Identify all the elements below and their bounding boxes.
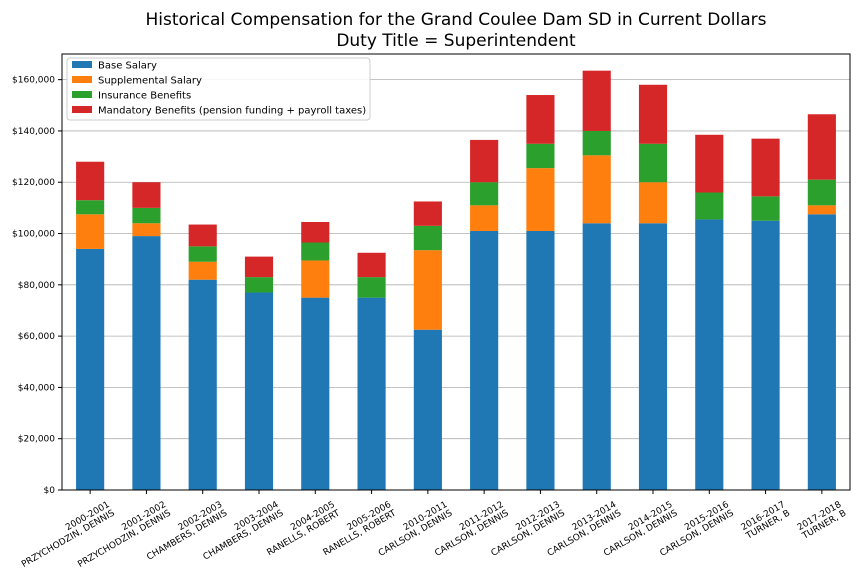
- bar-segment: [582, 223, 611, 491]
- plot-frame: [61, 53, 851, 491]
- bar-segment: [301, 260, 330, 298]
- legend-swatch: [72, 76, 92, 83]
- legend-label: Mandatory Benefits (pension funding + pa…: [98, 106, 366, 117]
- bar-segment: [695, 192, 724, 220]
- y-axis: $0 $20,000 $40,000 $60,000 $80,000 $100,000 $1…: [12, 76, 62, 496]
- legend-swatch: [72, 106, 92, 113]
- bar-segment: [695, 219, 724, 490]
- y-tick-label: $0: [44, 486, 56, 496]
- bar-segment: [807, 114, 836, 180]
- bar-segment: [413, 225, 442, 251]
- bar-segment: [132, 182, 161, 208]
- legend-label: Supplemental Salary: [98, 76, 202, 87]
- legend-label: Insurance Benefits: [98, 91, 191, 102]
- y-tick-label: $120,000: [12, 178, 55, 188]
- bar-segment: [301, 221, 330, 243]
- bar-segment: [751, 220, 780, 491]
- bar-segment: [76, 200, 105, 215]
- bar-segment: [807, 214, 836, 490]
- bar-segment: [188, 279, 217, 490]
- x-axis: 2000-2001PRZYCHODZIN, DENNIS 2001-2002PRZ…: [15, 490, 848, 570]
- bar-segment: [244, 292, 274, 490]
- y-tick-label: $160,000: [12, 76, 55, 86]
- bar-segment: [357, 252, 386, 278]
- bar-segment: [638, 223, 668, 491]
- bar-segment: [413, 250, 442, 330]
- y-tick-label: $140,000: [12, 127, 55, 137]
- bar-segment: [526, 143, 555, 169]
- bar-segment: [301, 297, 330, 490]
- bar-segment: [132, 236, 161, 490]
- bar-segment: [751, 196, 780, 221]
- y-tick-label: $80,000: [18, 281, 55, 291]
- legend: Base Salary Supplemental Salary Insurance …: [66, 57, 371, 121]
- bars: [76, 70, 836, 491]
- bar-segment: [301, 242, 330, 261]
- x-tick-label: 2000-2001PRZYCHODZIN, DENNIS: [15, 500, 117, 570]
- bar-segment: [751, 138, 780, 197]
- bar-segment: [244, 277, 274, 293]
- bar-segment: [76, 248, 105, 490]
- bar-segment: [470, 205, 499, 231]
- bar-segment: [638, 84, 668, 144]
- bar-segment: [470, 182, 499, 206]
- bar-segment: [357, 277, 386, 298]
- bar-segment: [526, 168, 555, 231]
- bar-segment: [526, 95, 555, 144]
- bar-segment: [526, 230, 555, 490]
- bar-segment: [807, 179, 836, 206]
- bar-segment: [76, 214, 105, 249]
- bar-segment: [357, 297, 386, 490]
- bar-segment: [638, 182, 668, 224]
- bar-segment: [132, 207, 161, 224]
- chart-title: Historical Compensation for the Grand Co…: [146, 10, 767, 30]
- bar-segment: [188, 261, 217, 280]
- bar-segment: [244, 256, 274, 278]
- bar-segment: [470, 139, 499, 183]
- chart-subtitle: Duty Title = Superintendent: [336, 31, 576, 51]
- legend-box: [66, 57, 371, 121]
- legend-swatch: [72, 61, 92, 68]
- bar-segment: [413, 201, 442, 226]
- legend-label: Base Salary: [98, 61, 157, 72]
- bar-segment: [132, 223, 161, 237]
- x-tick-label-line: PRZYCHODZIN, DENNIS: [20, 508, 117, 570]
- x-tick-label: 2016-2017TURNER, B: [739, 500, 792, 542]
- bar-segment: [470, 230, 499, 490]
- bar-segment: [188, 246, 217, 262]
- bar-segment: [807, 205, 836, 215]
- y-tick-label: $60,000: [18, 332, 55, 342]
- x-tick-label: 2017-2018TURNER, B: [795, 500, 848, 542]
- legend-swatch: [72, 91, 92, 98]
- y-tick-label: $20,000: [18, 435, 55, 445]
- y-tick-label: $100,000: [12, 230, 55, 240]
- bar-segment: [638, 143, 668, 183]
- bar-segment: [695, 134, 724, 193]
- bar-segment: [413, 329, 442, 490]
- bar-segment: [582, 130, 611, 156]
- bar-segment: [76, 161, 105, 201]
- y-tick-label: $40,000: [18, 383, 55, 393]
- bar-segment: [582, 155, 611, 224]
- bar-segment: [582, 70, 611, 131]
- bar-segment: [188, 224, 217, 247]
- gridlines: [62, 79, 850, 440]
